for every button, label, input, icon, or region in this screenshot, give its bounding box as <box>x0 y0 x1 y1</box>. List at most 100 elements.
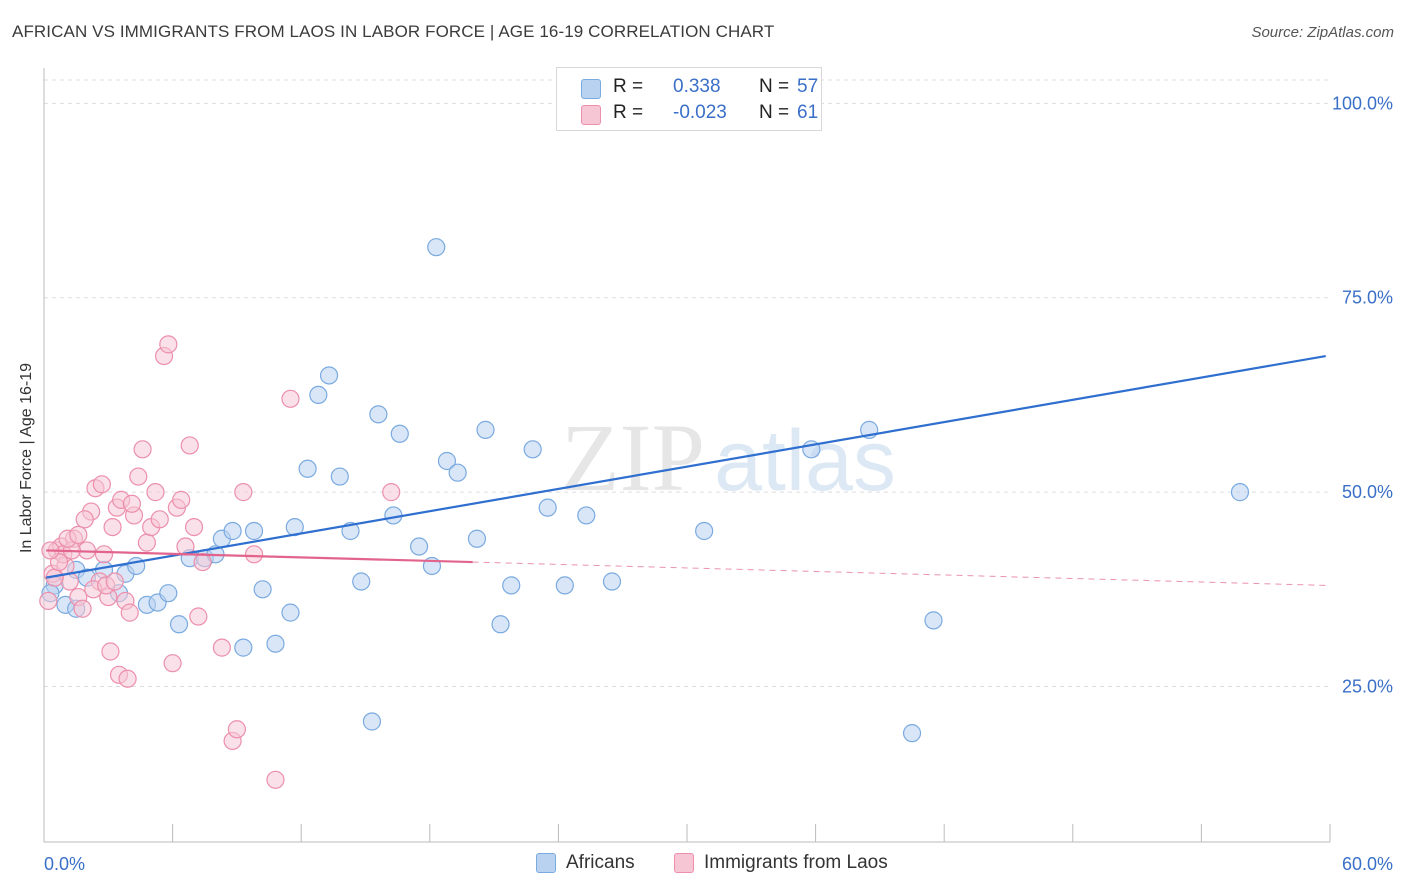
data-point <box>390 424 409 443</box>
data-point <box>212 638 231 657</box>
data-point <box>189 607 208 626</box>
data-point <box>169 615 189 634</box>
data-point <box>695 521 714 541</box>
data-point <box>523 440 542 459</box>
y-tick-label: 25.0% <box>1342 676 1393 696</box>
data-point <box>146 483 165 502</box>
data-point <box>409 537 429 556</box>
legend-n-label: N = <box>759 76 790 97</box>
data-point <box>92 475 111 494</box>
data-point <box>103 517 122 537</box>
data-point <box>39 591 58 611</box>
y-tick-label: 75.0% <box>1342 288 1393 308</box>
legend-r-value: -0.023 <box>673 102 727 123</box>
data-point <box>150 510 169 529</box>
data-point <box>602 572 622 591</box>
data-point <box>73 599 92 618</box>
data-point <box>467 529 487 548</box>
series-africans-points <box>41 94 1250 743</box>
data-point <box>122 494 141 513</box>
data-point <box>309 385 328 405</box>
legend-n-value: 57 <box>797 76 819 97</box>
data-point <box>244 545 264 564</box>
data-point <box>427 238 446 257</box>
data-point <box>75 510 94 529</box>
x-tick-labels: 0.0% 60.0% <box>44 854 1393 874</box>
data-point <box>244 521 264 541</box>
data-point <box>184 517 204 537</box>
bottom-legend-swatch-africans <box>536 853 556 873</box>
source-label: Source: ZipAtlas.com <box>1251 24 1394 41</box>
data-point <box>253 580 272 599</box>
trend-line-extension <box>472 561 1326 586</box>
y-axis-label: In Labor Force | Age 16-19 <box>18 362 35 554</box>
legend-n-label: N = <box>759 102 790 123</box>
data-point <box>437 451 457 471</box>
data-point <box>555 576 574 595</box>
data-point <box>69 525 88 544</box>
data-point <box>120 603 139 622</box>
data-point <box>281 603 300 622</box>
x-tick-label: 0.0% <box>44 854 85 874</box>
data-point <box>234 638 253 657</box>
bottom-legend-label-africans: Africans <box>566 852 635 873</box>
legend-n-value: 61 <box>797 102 819 123</box>
legend-r-label: R = <box>613 76 644 97</box>
data-point <box>129 467 148 486</box>
correlation-legend: R = 0.338 N = 57 R = -0.023 N = 61 <box>556 67 822 131</box>
legend-r-label: R = <box>613 102 644 123</box>
watermark: ZIP atlas <box>561 404 896 511</box>
data-point <box>538 498 557 517</box>
data-point <box>180 436 199 455</box>
data-point <box>298 459 317 478</box>
data-point <box>266 770 285 789</box>
y-tick-label: 50.0% <box>1342 482 1393 502</box>
trend-lines <box>45 354 1326 586</box>
data-point <box>362 712 382 731</box>
data-point <box>133 440 152 459</box>
data-point <box>101 642 120 661</box>
data-point <box>1230 483 1250 502</box>
gridlines <box>44 79 1330 687</box>
data-point <box>319 366 339 385</box>
data-point <box>369 405 388 424</box>
data-point <box>491 615 510 634</box>
legend-swatch-laos <box>581 105 601 125</box>
bottom-legend-label-laos: Immigrants from Laos <box>704 852 888 873</box>
data-point <box>172 490 191 509</box>
data-point <box>352 572 371 591</box>
watermark-zip: ZIP <box>561 404 705 511</box>
data-point <box>281 389 300 408</box>
data-point <box>137 533 156 552</box>
y-tick-label: 100.0% <box>1332 93 1393 113</box>
data-point <box>476 420 495 439</box>
legend-r-value: 0.338 <box>673 76 721 97</box>
data-point <box>227 720 246 739</box>
chart-title: AFRICAN VS IMMIGRANTS FROM LAOS IN LABOR… <box>12 22 775 41</box>
data-point <box>234 483 253 502</box>
data-point <box>382 483 401 502</box>
axes <box>43 68 1331 843</box>
data-point <box>902 724 922 743</box>
data-point <box>94 545 114 564</box>
data-point <box>105 572 124 591</box>
data-point <box>159 335 178 354</box>
legend-swatch-africans <box>581 79 601 99</box>
bottom-legend-swatch-laos <box>674 853 694 873</box>
series-laos-points <box>39 335 401 789</box>
data-point <box>448 463 467 482</box>
data-point <box>159 584 178 603</box>
data-point <box>118 669 137 688</box>
data-point <box>330 467 349 486</box>
data-point <box>924 611 943 630</box>
data-point <box>223 521 242 541</box>
trend-line <box>46 549 473 564</box>
data-point <box>266 634 285 653</box>
data-point <box>502 576 521 595</box>
data-point <box>163 654 182 673</box>
y-tick-labels: 25.0% 50.0% 75.0% 100.0% <box>1332 93 1393 696</box>
x-tick-label: 60.0% <box>1342 854 1393 874</box>
trend-line <box>45 354 1326 579</box>
data-point <box>577 506 596 525</box>
